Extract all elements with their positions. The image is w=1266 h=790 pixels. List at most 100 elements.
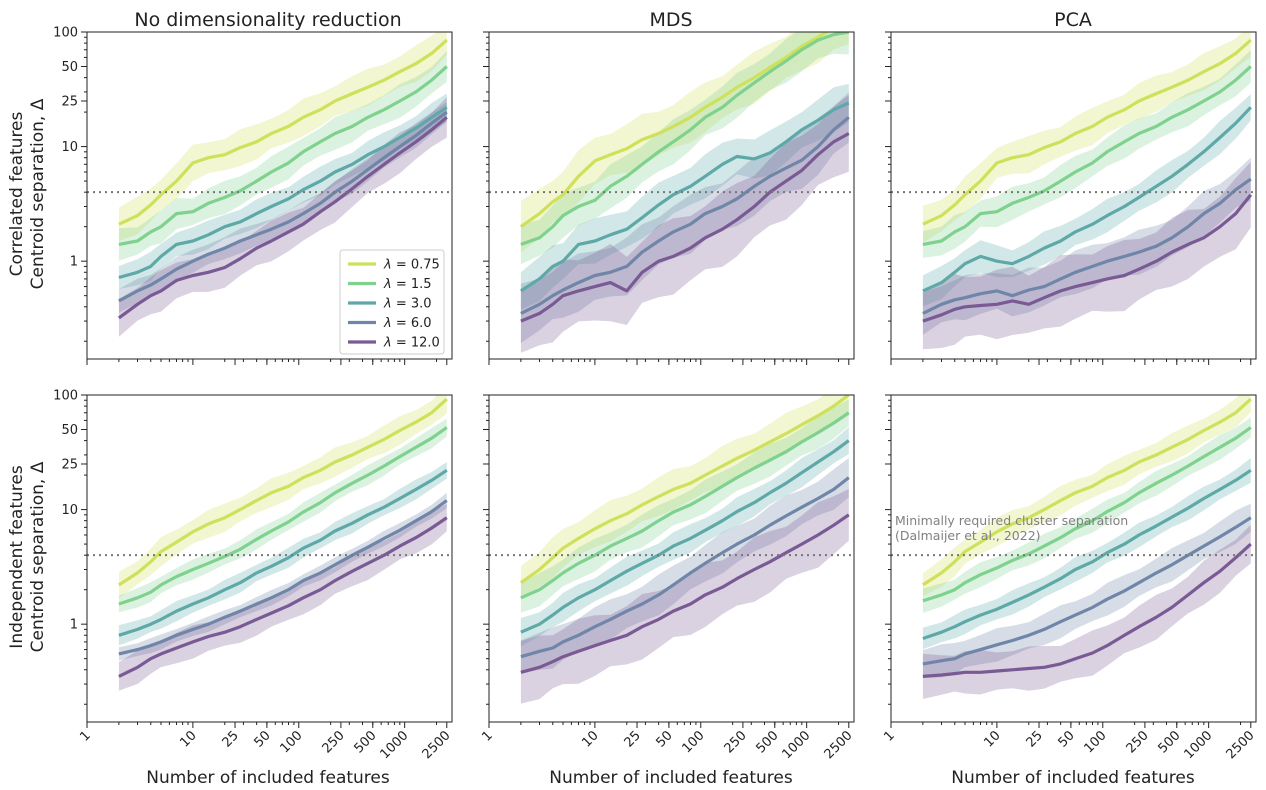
x-tick-label: 250 bbox=[1124, 728, 1152, 756]
panel-frame bbox=[890, 394, 1257, 723]
x-tick-label: 250 bbox=[320, 728, 348, 756]
y-tick-label: 25 bbox=[61, 457, 78, 472]
x-tick-label: 1000 bbox=[779, 728, 813, 762]
x-tick-label: 500 bbox=[351, 728, 379, 756]
col-title-1: MDS bbox=[649, 9, 692, 31]
series-line-1-1-s3 bbox=[520, 476, 850, 659]
x-tick-label: 25 bbox=[622, 728, 644, 750]
series-line-0-0-s1 bbox=[118, 65, 448, 246]
legend-label: λ = 3.0 bbox=[383, 297, 432, 312]
col-title-2: PCA bbox=[1054, 9, 1092, 31]
band-0-1-s1 bbox=[520, 32, 849, 265]
band-1-1-s0 bbox=[520, 395, 849, 600]
band-0-1-s0 bbox=[520, 32, 849, 253]
x-tick-label: 10 bbox=[177, 728, 199, 750]
series-line-1-2-s0 bbox=[922, 397, 1252, 587]
series-line-0-1-s2 bbox=[520, 101, 850, 293]
y-tick-label: 1 bbox=[70, 255, 78, 270]
band-0-1-s2 bbox=[520, 83, 849, 310]
y-tick-label: 50 bbox=[61, 60, 78, 75]
panel-frame bbox=[488, 31, 855, 360]
legend-box bbox=[339, 249, 445, 355]
band-0-2-s3 bbox=[922, 157, 1251, 335]
legend-label: λ = 0.75 bbox=[383, 258, 440, 273]
series-line-1-2-s3 bbox=[922, 516, 1252, 666]
ylabel-row1-line2: Centroid separation, Δ bbox=[28, 461, 48, 652]
band-0-1-s4 bbox=[520, 95, 849, 353]
band-1-2-s3 bbox=[922, 503, 1251, 678]
panel-frame bbox=[86, 31, 453, 360]
x-tick-label: 1 bbox=[479, 728, 495, 744]
x-tick-label: 1 bbox=[881, 728, 897, 744]
x-tick-label: 50 bbox=[1055, 728, 1077, 750]
band-1-2-s2 bbox=[922, 458, 1251, 650]
x-tick-label: 2500 bbox=[1224, 728, 1258, 762]
band-1-2-s4 bbox=[922, 524, 1251, 699]
band-0-0-s3 bbox=[118, 102, 447, 313]
legend-label: λ = 12.0 bbox=[383, 336, 440, 351]
column-titles: No dimensionality reduction MDS PCA bbox=[134, 9, 1092, 31]
y-tick-label: 50 bbox=[61, 423, 78, 438]
series-line-0-2-s4 bbox=[922, 193, 1253, 323]
panel-frame bbox=[488, 394, 855, 723]
xlabel-col2: Number of included features bbox=[951, 768, 1195, 788]
series-line-0-2-s2 bbox=[922, 106, 1252, 293]
x-tick-label: 250 bbox=[722, 728, 750, 756]
x-tick-label: 25 bbox=[220, 728, 242, 750]
band-1-1-s4 bbox=[520, 489, 849, 704]
ylabel-row0-line2: Centroid separation, Δ bbox=[28, 98, 48, 289]
row-y-labels: Correlated features Centroid separation,… bbox=[7, 98, 48, 652]
y-tick-label: 100 bbox=[53, 26, 78, 41]
series-line-0-0-s2 bbox=[118, 105, 448, 280]
band-0-2-s0 bbox=[922, 32, 1251, 243]
xlabel-col1: Number of included features bbox=[549, 768, 793, 788]
series-line-1-0-s1 bbox=[118, 426, 448, 606]
ylabel-row1-line1: Independent features bbox=[7, 465, 27, 649]
series-line-1-1-s4 bbox=[520, 513, 850, 674]
band-1-1-s3 bbox=[520, 458, 849, 673]
x-tick-label: 1000 bbox=[377, 728, 411, 762]
y-tick-label: 10 bbox=[61, 140, 78, 155]
series-line-1-0-s0 bbox=[118, 397, 448, 587]
series-line-0-0-s3 bbox=[118, 110, 448, 303]
x-tick-label: 25 bbox=[1024, 728, 1046, 750]
band-0-0-s4 bbox=[118, 97, 447, 337]
x-tick-label: 1000 bbox=[1181, 728, 1215, 762]
x-tick-label: 2500 bbox=[420, 728, 454, 762]
band-1-0-s1 bbox=[118, 418, 447, 613]
band-1-1-s2 bbox=[520, 427, 849, 647]
y-tick-label: 10 bbox=[61, 503, 78, 518]
panel-r0-c2 bbox=[885, 31, 1257, 365]
series-line-0-1-s1 bbox=[520, 32, 850, 246]
series-line-1-2-s4 bbox=[922, 542, 1252, 678]
band-1-0-s0 bbox=[118, 395, 447, 599]
x-tick-label: 10 bbox=[981, 728, 1003, 750]
threshold-annotation: Minimally required cluster separation (D… bbox=[895, 513, 1128, 543]
annotation-line2: (Dalmaijer et al., 2022) bbox=[895, 528, 1041, 543]
x-tick-label: 100 bbox=[679, 728, 707, 756]
panel-r0-c1 bbox=[483, 31, 855, 365]
series-line-0-1-s4 bbox=[520, 132, 850, 323]
legend: λ = 0.75 λ = 1.5 λ = 3.0 λ = 6.0 λ = 12.0 bbox=[339, 249, 445, 355]
legend-label: λ = 1.5 bbox=[383, 277, 432, 292]
y-tick-label: 100 bbox=[53, 389, 78, 404]
xlabel-col0: Number of included features bbox=[146, 768, 390, 788]
series-line-0-2-s1 bbox=[922, 65, 1252, 246]
panel-frame bbox=[890, 31, 1257, 360]
series-line-1-1-s2 bbox=[520, 439, 850, 634]
band-0-0-s2 bbox=[118, 93, 447, 289]
x-tick-label: 10 bbox=[579, 728, 601, 750]
x-tick-label: 1 bbox=[77, 728, 93, 744]
series-line-0-0-s0 bbox=[118, 38, 448, 226]
band-1-2-s0 bbox=[922, 395, 1251, 597]
series-line-1-0-s2 bbox=[118, 468, 448, 637]
x-tick-label: 100 bbox=[277, 728, 305, 756]
series-line-1-2-s1 bbox=[922, 426, 1252, 603]
annotation-line1: Minimally required cluster separation bbox=[895, 513, 1128, 528]
series-line-1-0-s4 bbox=[118, 516, 448, 678]
